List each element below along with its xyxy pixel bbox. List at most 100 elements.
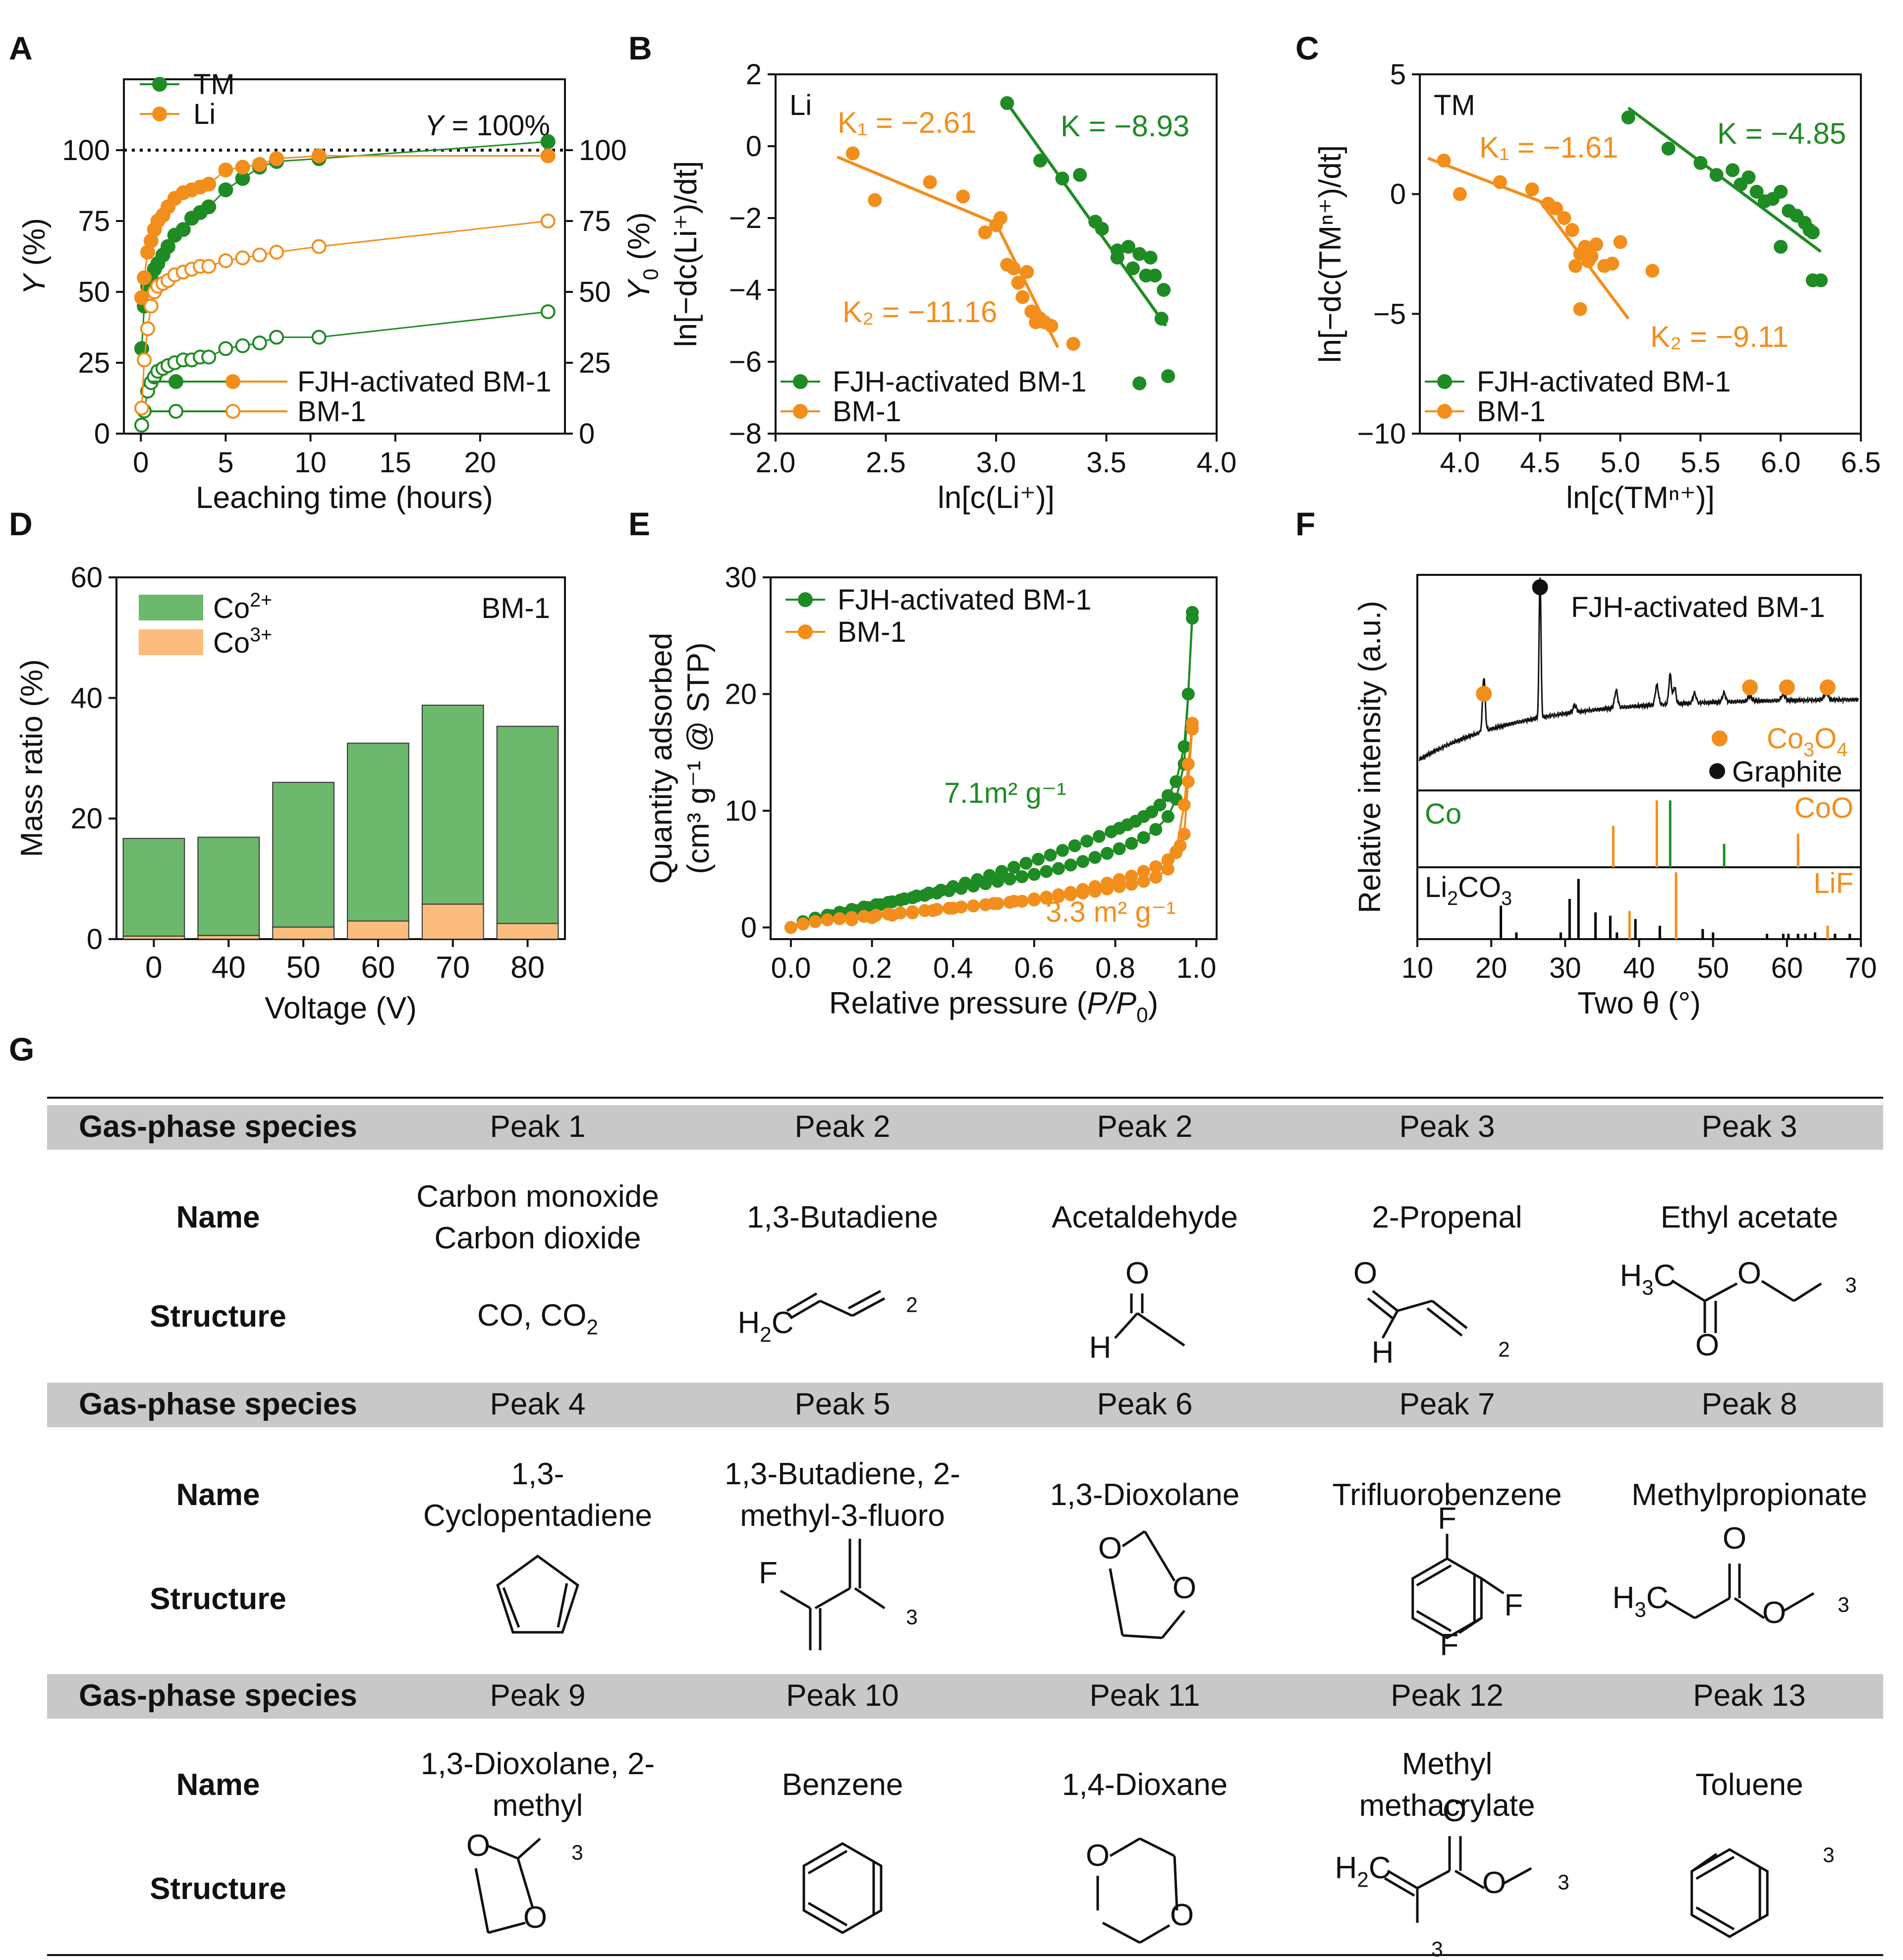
chart-c-fit-line (1427, 157, 1630, 320)
chart-e-point (1088, 851, 1102, 864)
label-part: 3 (1431, 1937, 1443, 1960)
chart-a-point (540, 214, 556, 228)
table-compound-name: 1,3-Dioxolane, 2- (421, 1747, 655, 1781)
label-part: P/P (1087, 986, 1136, 1020)
chart-a-series-line (141, 141, 548, 349)
label-part: 2 (587, 1315, 598, 1339)
chart-e-point (947, 901, 960, 915)
legend-marker (1709, 763, 1725, 779)
chart-b-point (868, 193, 882, 207)
label-part: O (1170, 1898, 1194, 1932)
chart-a-point (201, 199, 217, 215)
co3o4-marker (1779, 679, 1795, 695)
chart-b-k1-label: K₁ = −2.61 (838, 106, 976, 139)
legend-marker (1437, 374, 1452, 389)
legend-marker (798, 624, 813, 639)
structure-atom-label: H3C (1620, 1259, 1676, 1299)
chart-c-x-axis-label: ln[c(TMⁿ⁺)] (1566, 481, 1715, 515)
table-compound-name: Toluene (1695, 1768, 1803, 1802)
chart-c-point (1726, 163, 1740, 177)
chart-e-point (1056, 844, 1069, 857)
label-part: 3 (1558, 1870, 1569, 1894)
legend-swatch (139, 629, 203, 655)
structure-bond (516, 1858, 534, 1908)
chart-b-x-tick-label: 3.0 (976, 447, 1016, 479)
chart-c-fit-line (1627, 107, 1822, 253)
chart-a-point (311, 330, 327, 345)
chart-b-y-tick-label: −4 (729, 274, 762, 306)
structure-atom-label: 3 (1823, 1843, 1834, 1866)
chart-e-isotherm (851, 728, 1193, 921)
co3o4-marker (1742, 679, 1758, 695)
table-peak-label: Peak 1 (490, 1110, 585, 1144)
structure-bond (1426, 1307, 1463, 1337)
chart-e-point (1052, 888, 1065, 901)
chart-f-y-axis-label: Relative intensity (a.u.) (1353, 601, 1387, 913)
table-compound-name: 1,3-Dioxolane (1050, 1478, 1240, 1512)
chart-e-point (1137, 831, 1150, 844)
legend-label: BM-1 (833, 395, 901, 428)
chart-e-point (1161, 810, 1175, 823)
structure-bond (814, 1587, 851, 1610)
chart-c-point (1525, 182, 1539, 196)
chart-b-point (1125, 261, 1140, 276)
chart-c-k-label: K = −4.85 (1717, 117, 1846, 150)
label-part: Li (1425, 871, 1447, 903)
structure-bond (1783, 1592, 1815, 1612)
chart-a-y2-axis-label: Y0 (%) (622, 212, 662, 300)
chart-a-series-line (141, 155, 548, 298)
chart-c-point (1805, 225, 1820, 239)
label-part: H (1335, 1851, 1357, 1885)
structure-bond (1480, 1577, 1505, 1595)
chart-d-y-tick-label: 0 (87, 923, 103, 955)
structure-bond (1458, 1617, 1482, 1634)
chart-e-point (1125, 869, 1138, 883)
label-part: 2 (1498, 1338, 1510, 1361)
chart-e-point (886, 895, 899, 908)
legend-label: TM (193, 68, 235, 101)
structure-bond (1109, 1568, 1124, 1636)
label-part: = 100% (444, 110, 550, 142)
chart-a-point (218, 341, 233, 356)
table-peak-label: Peak 8 (1701, 1387, 1797, 1421)
chart-a-x-axis-label: Leaching time (hours) (196, 481, 493, 515)
chart-a-frame (123, 78, 566, 435)
chart-a-y-tick-label: 25 (78, 347, 110, 379)
chart-c-x-tick-label: 6.0 (1761, 447, 1801, 479)
chart-e-point (833, 912, 846, 925)
structure-ring-benzene (802, 1842, 883, 1934)
structure-bond (854, 1587, 886, 1610)
chart-c-x-tick-label: 6.5 (1841, 447, 1881, 479)
structure-atom-label: 2 (906, 1293, 917, 1316)
chart-d-x-tick-label: 80 (510, 951, 545, 985)
structure-bond (1664, 1599, 1696, 1620)
chart-e-point (1125, 837, 1138, 850)
label-part: 3 (1803, 739, 1814, 761)
chart-e-point (1149, 871, 1163, 884)
structure-bond (1109, 1837, 1141, 1857)
structure-bond (1161, 1610, 1185, 1639)
structure-atom-label: O (466, 1829, 490, 1863)
chart-c-point (1565, 223, 1579, 237)
table-compound-name: Carbon dioxide (434, 1221, 641, 1255)
bar-co3 (272, 926, 335, 940)
table-peak-label: Peak 9 (490, 1679, 585, 1713)
structure-co-co2: CO, CO2 (477, 1298, 598, 1339)
table-header-label: Gas-phase species (79, 1110, 357, 1144)
chart-b-point (1121, 240, 1135, 254)
panel-label-E: E (628, 505, 650, 542)
table-compound-name: Carbon monoxide (416, 1179, 659, 1214)
co3o4-marker (1819, 679, 1836, 695)
table-peak-label: Peak 4 (490, 1387, 585, 1421)
table-compound-name: Trifluorobenzene (1333, 1478, 1562, 1512)
reference-label-lif: LiF (1813, 867, 1853, 899)
table-row-structure-label: Structure (150, 1582, 286, 1616)
chart-a-y2-tick-label: 25 (579, 347, 611, 379)
legend-marker (1437, 404, 1452, 419)
legend-marker (225, 374, 240, 389)
table-compound-name: Methylpropionate (1631, 1478, 1867, 1512)
structure-bond (1397, 1299, 1433, 1312)
label-part: C (772, 1306, 794, 1340)
legend-marker (152, 107, 167, 121)
structure-bond (1793, 1282, 1822, 1302)
